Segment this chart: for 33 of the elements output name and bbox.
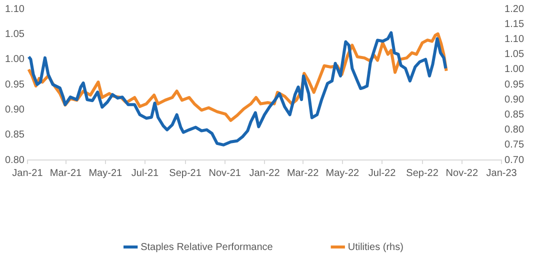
x-tick-label: Mar-21	[50, 168, 82, 179]
x-tick-label: Jan-23	[486, 168, 518, 179]
x-tick-label: Mar-22	[286, 168, 320, 179]
x-tick-label: Nov-22	[446, 168, 478, 179]
x-tick-label: Sep-21	[169, 168, 202, 179]
y2-tick-label: 0.80	[504, 124, 524, 136]
y-tick-label: 0.90	[4, 104, 25, 116]
y2-tick-label: 1.20	[504, 4, 524, 15]
y-tick-label: 1.10	[4, 4, 25, 15]
y2-tick-label: 0.85	[504, 109, 524, 120]
y-tick-label: 1.05	[4, 28, 25, 40]
x-tick-label: Nov-21	[208, 168, 242, 179]
legend-label: Utilities (rhs)	[348, 242, 404, 253]
y2-tick-label: 0.90	[504, 94, 524, 106]
y2-tick-label: 0.95	[504, 79, 524, 90]
y-tick-label: 0.95	[4, 79, 25, 90]
x-tick-label: Jan-22	[249, 168, 280, 179]
x-tick-label: May-22	[326, 168, 360, 179]
x-tick-label: Jul-21	[131, 168, 160, 179]
y2-tick-label: 1.00	[504, 64, 524, 76]
y2-tick-label: 1.05	[504, 49, 524, 60]
x-tick-label: May-21	[88, 168, 122, 179]
y-tick-label: 0.80	[4, 154, 25, 166]
y-tick-label: 1.00	[4, 54, 25, 66]
y2-tick-label: 0.70	[504, 154, 524, 166]
y2-tick-label: 1.15	[504, 18, 524, 30]
x-tick-label: Sep-22	[406, 168, 439, 179]
x-tick-label: Jan-21	[12, 168, 44, 179]
y2-tick-label: 1.10	[504, 34, 524, 45]
x-tick-label: Jul-22	[368, 168, 396, 179]
legend-label: Staples Relative Performance	[140, 242, 274, 253]
y-tick-label: 0.85	[4, 130, 25, 141]
y2-tick-label: 0.75	[504, 140, 524, 151]
